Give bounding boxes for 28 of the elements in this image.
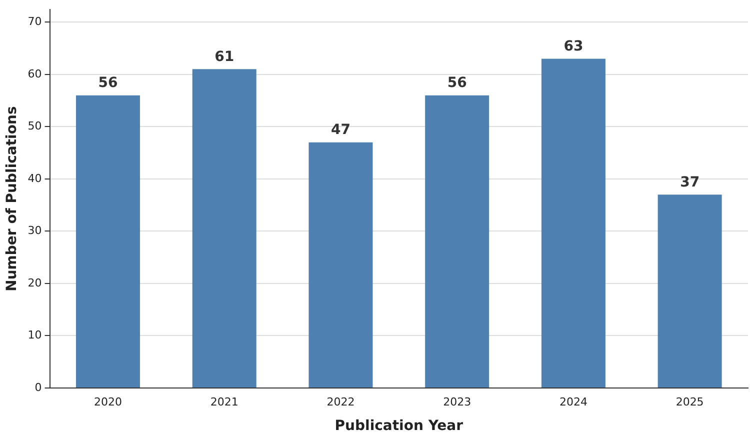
x-tick-label: 2025 [676, 395, 704, 408]
x-tick-label: 2024 [559, 395, 588, 408]
bar [658, 194, 722, 388]
data-label: 56 [98, 74, 118, 91]
data-label: 56 [447, 74, 467, 91]
y-tick-label: 0 [34, 380, 42, 394]
bar [425, 95, 490, 388]
bar [76, 95, 140, 388]
bar [192, 69, 256, 388]
bar [308, 142, 373, 388]
y-tick-label: 10 [28, 328, 42, 342]
y-tick-label: 40 [28, 172, 42, 185]
x-tick-label: 2020 [94, 395, 122, 408]
x-tick-label: 2021 [210, 395, 238, 408]
data-label: 63 [564, 38, 584, 54]
data-label: 37 [680, 174, 700, 190]
y-axis-title: Number of Publications [4, 106, 20, 292]
y-tick-label: 50 [28, 120, 42, 133]
bar [541, 58, 606, 388]
y-tick-label: 70 [28, 15, 42, 28]
x-axis-title: Publication Year [334, 418, 464, 434]
data-label: 61 [214, 48, 234, 65]
y-tick-label: 60 [28, 67, 42, 80]
y-tick-label: 30 [28, 224, 42, 238]
data-label: 47 [330, 122, 350, 138]
x-tick-label: 2022 [326, 395, 355, 408]
y-tick-label: 20 [28, 276, 42, 290]
x-tick-label: 2023 [443, 395, 472, 408]
